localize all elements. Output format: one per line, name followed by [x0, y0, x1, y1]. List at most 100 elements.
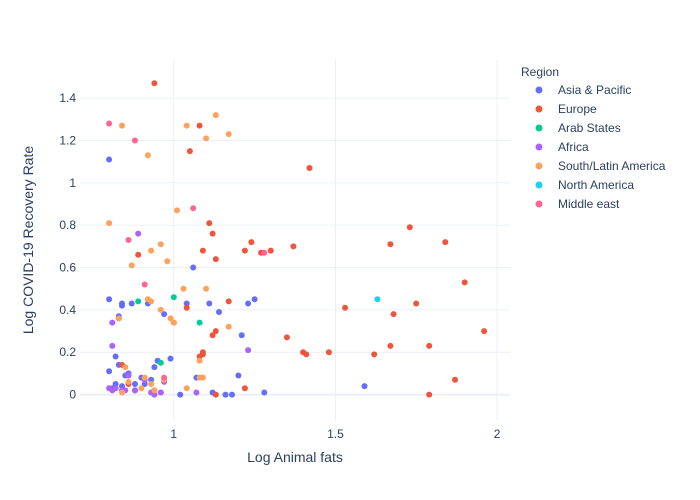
x-tick-label: 1.5 [327, 427, 344, 441]
data-point [148, 247, 155, 254]
data-point [461, 279, 468, 286]
data-point [112, 385, 119, 392]
legend-marker [535, 200, 543, 208]
legend-label: South/Latin America [558, 159, 666, 173]
data-point [190, 264, 197, 271]
data-point [235, 372, 242, 379]
legend-item[interactable]: South/Latin America [535, 159, 666, 173]
data-point [109, 319, 116, 326]
data-point [442, 239, 449, 246]
data-point [241, 385, 248, 392]
legend-title: Region [521, 65, 559, 79]
data-point [216, 309, 222, 315]
data-point [212, 256, 219, 263]
data-point [167, 315, 174, 322]
legend-label: Africa [558, 140, 589, 154]
data-point [426, 342, 433, 349]
legend-label: Arab States [558, 121, 621, 135]
legend-label: Asia & Pacific [558, 83, 631, 97]
data-point [225, 298, 232, 305]
data-point [157, 359, 164, 366]
data-point [157, 389, 164, 396]
legend-marker [535, 162, 543, 170]
x-tick-labels: 1 1.5 2 [170, 427, 500, 441]
data-point [151, 364, 158, 371]
data-point [125, 237, 132, 243]
data-point [283, 334, 290, 341]
data-point [144, 152, 151, 159]
data-point [177, 391, 184, 398]
legend-marker [535, 181, 543, 189]
y-tick-label: 1 [69, 176, 76, 190]
data-point [174, 207, 180, 214]
data-point [170, 294, 177, 301]
data-point [206, 300, 213, 307]
data-point [106, 220, 113, 227]
data-point [371, 351, 378, 358]
data-point [193, 389, 200, 396]
data-point [251, 296, 258, 303]
data-point [406, 224, 413, 231]
data-point [109, 342, 116, 349]
legend-item[interactable]: North America [535, 178, 635, 192]
data-point [199, 247, 206, 254]
data-point [229, 391, 235, 398]
y-axis-title: Log COVID-19 Recovery Rate [20, 146, 36, 335]
data-point [387, 342, 394, 349]
data-point [203, 285, 210, 292]
data-point [112, 381, 119, 387]
legend-item[interactable]: Europe [535, 102, 598, 116]
y-tick-label: 0.2 [59, 345, 76, 359]
y-tick-label: 0.6 [59, 261, 76, 275]
y-tick-label: 0 [69, 388, 76, 402]
data-point [119, 383, 125, 390]
data-point [106, 120, 113, 127]
data-point [342, 304, 349, 311]
data-point [135, 251, 142, 258]
data-point [196, 122, 203, 129]
data-point [151, 391, 158, 398]
x-tick-label: 2 [494, 427, 501, 441]
legend-item[interactable]: Arab States [535, 121, 621, 135]
data-point [196, 319, 203, 326]
data-point [132, 137, 138, 144]
data-point [183, 304, 190, 311]
data-point [161, 374, 168, 381]
data-points [106, 80, 488, 398]
data-point [183, 300, 190, 307]
legend-marker [535, 86, 543, 94]
legend-item[interactable]: Asia & Pacific [535, 83, 632, 97]
legend-item[interactable]: Africa [535, 140, 590, 154]
data-point [180, 285, 187, 292]
data-point [238, 332, 245, 339]
data-point [413, 300, 420, 307]
data-point [303, 351, 310, 358]
data-point [209, 332, 216, 339]
data-point [132, 387, 138, 394]
y-tick-label: 0.8 [59, 218, 76, 232]
data-point [122, 364, 129, 371]
data-point [209, 230, 216, 237]
x-tick-label: 1 [170, 427, 177, 441]
data-point [141, 374, 148, 381]
legend-label: Middle east [558, 197, 620, 211]
data-point [212, 391, 219, 398]
data-point [225, 131, 232, 138]
data-point [426, 391, 433, 398]
data-point [148, 381, 155, 387]
legend[interactable]: Asia & Pacific Europe Arab States Africa Sou… [535, 83, 666, 211]
data-point [206, 220, 213, 227]
data-point [183, 122, 190, 129]
data-point [128, 300, 135, 307]
data-point [196, 374, 203, 381]
data-point [222, 391, 229, 398]
data-point [196, 353, 203, 360]
data-point [306, 165, 313, 171]
data-point [170, 319, 177, 326]
data-point [164, 258, 171, 265]
legend-marker [535, 143, 543, 151]
legend-item[interactable]: Middle east [535, 197, 621, 211]
data-point [148, 376, 155, 383]
data-point [151, 387, 158, 394]
